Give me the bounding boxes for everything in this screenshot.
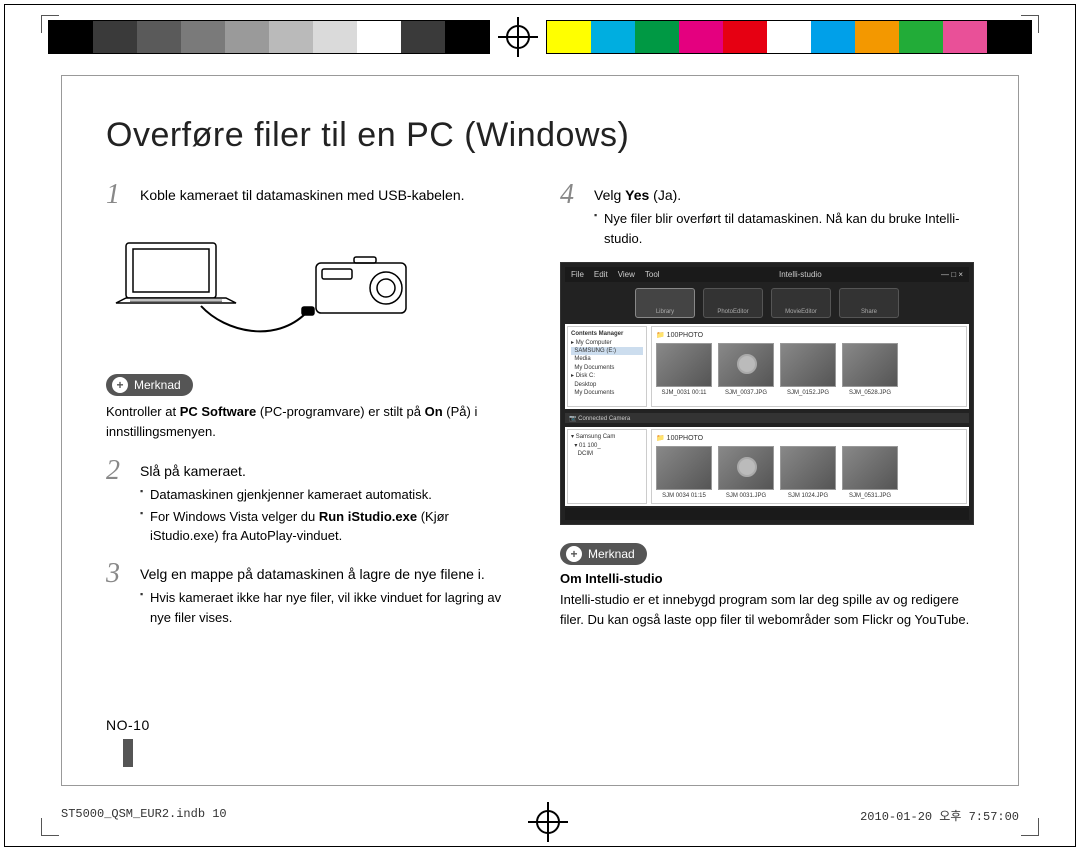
note-body: Intelli-studio er et innebygd program so… <box>560 590 974 629</box>
screenshot-tab: PhotoEditor <box>703 288 763 318</box>
page-frame: Overføre filer til en PC (Windows) 1 Kob… <box>4 4 1076 847</box>
screenshot-connected-bar: 📷 Connected Camera <box>565 413 969 423</box>
laptop-camera-illustration <box>106 233 426 353</box>
note-block: + Merknad Kontroller at PC Software (PC-… <box>106 374 520 441</box>
note-badge: + Merknad <box>560 543 647 565</box>
step-number: 1 <box>106 181 128 209</box>
step-bullets: Hvis kameraet ikke har nye filer, vil ik… <box>140 588 520 627</box>
bullet: Nye filer blir overført til datamaskinen… <box>594 209 974 248</box>
screenshot-bottombar <box>565 508 969 520</box>
color-bar-left <box>48 20 490 54</box>
step-3: 3 Velg en mappe på datamaskinen å lagre … <box>106 560 520 629</box>
screenshot-main-lower: 📁 100PHOTO SJM 0034 01:15SJM 0031.JPGSJM… <box>651 429 967 504</box>
footer-timestamp: 2010-01-20 오후 7:57:00 <box>860 807 1019 824</box>
plus-icon: + <box>112 377 128 393</box>
step-bullets: Datamaskinen gjenkjenner kameraet automa… <box>140 485 520 546</box>
crop-mark <box>41 818 59 836</box>
note-label: Merknad <box>588 547 635 561</box>
footer-filename: ST5000_QSM_EUR2.indb 10 <box>61 807 227 824</box>
step-text: Velg en mappe på datamaskinen å lagre de… <box>140 560 520 629</box>
step-4: 4 Velg Yes (Ja). Nye filer blir overført… <box>560 181 974 250</box>
intelli-studio-screenshot: File Edit View Tool Intelli-studio — □ ×… <box>560 262 974 525</box>
note-label: Merknad <box>134 378 181 392</box>
left-column: 1 Koble kameraet til datamaskinen med US… <box>106 181 520 645</box>
registration-strip <box>5 19 1075 55</box>
step-bullets: Nye filer blir overført til datamaskinen… <box>594 209 974 248</box>
right-column: 4 Velg Yes (Ja). Nye filer blir overført… <box>560 181 974 645</box>
crosshair-icon <box>528 802 568 842</box>
bullet: For Windows Vista velger du Run iStudio.… <box>140 507 520 546</box>
note-badge: + Merknad <box>106 374 193 396</box>
bullet: Datamaskinen gjenkjenner kameraet automa… <box>140 485 520 505</box>
color-bar-right <box>546 20 1032 54</box>
step-number: 2 <box>106 457 128 548</box>
screenshot-tab: Library <box>635 288 695 318</box>
window-controls-icon: — □ × <box>941 270 963 279</box>
step-2: 2 Slå på kameraet. Datamaskinen gjenkjen… <box>106 457 520 548</box>
step-text: Koble kameraet til datamaskinen med USB-… <box>140 181 465 209</box>
page-title: Overføre filer til en PC (Windows) <box>106 116 974 155</box>
step-number: 4 <box>560 181 582 250</box>
plus-icon: + <box>566 546 582 562</box>
screenshot-tab: Share <box>839 288 899 318</box>
content-columns: 1 Koble kameraet til datamaskinen med US… <box>106 181 974 645</box>
step-1: 1 Koble kameraet til datamaskinen med US… <box>106 181 520 209</box>
screenshot-main: 📁 100PHOTO SJM_0031 00:11SJM_0037.JPGSJM… <box>651 326 967 407</box>
page-number: NO-10 <box>106 717 150 733</box>
screenshot-body: Contents Manager ▸ My Computer SAMSUNG (… <box>565 324 969 409</box>
step-text: Velg Yes (Ja). Nye filer blir overført t… <box>594 181 974 250</box>
bullet: Hvis kameraet ikke har nye filer, vil ik… <box>140 588 520 627</box>
step-number: 3 <box>106 560 128 629</box>
page-mark <box>123 739 133 767</box>
screenshot-tabs: Library PhotoEditor MovieEditor Share <box>565 282 969 324</box>
page-number-block: NO-10 <box>106 717 150 767</box>
screenshot-body-lower: ▾ Samsung Cam ▾ 01 100_ DCIM 📁 100PHOTO … <box>565 427 969 506</box>
crop-mark <box>1021 818 1039 836</box>
screenshot-sidebar-cam: ▾ Samsung Cam ▾ 01 100_ DCIM <box>567 429 647 504</box>
manual-page: Overføre filer til en PC (Windows) 1 Kob… <box>61 75 1019 786</box>
screenshot-title: Intelli-studio <box>779 270 822 279</box>
screenshot-sidebar: Contents Manager ▸ My Computer SAMSUNG (… <box>567 326 647 407</box>
step-text: Slå på kameraet. Datamaskinen gjenkjenne… <box>140 457 520 548</box>
screenshot-menubar: File Edit View Tool Intelli-studio — □ × <box>565 267 969 282</box>
screenshot-tab: MovieEditor <box>771 288 831 318</box>
crosshair-icon <box>498 17 538 57</box>
note-block: + Merknad Om Intelli-studio Intelli-stud… <box>560 543 974 629</box>
note-subtitle: Om Intelli-studio <box>560 571 974 586</box>
note-body: Kontroller at PC Software (PC-programvar… <box>106 402 520 441</box>
